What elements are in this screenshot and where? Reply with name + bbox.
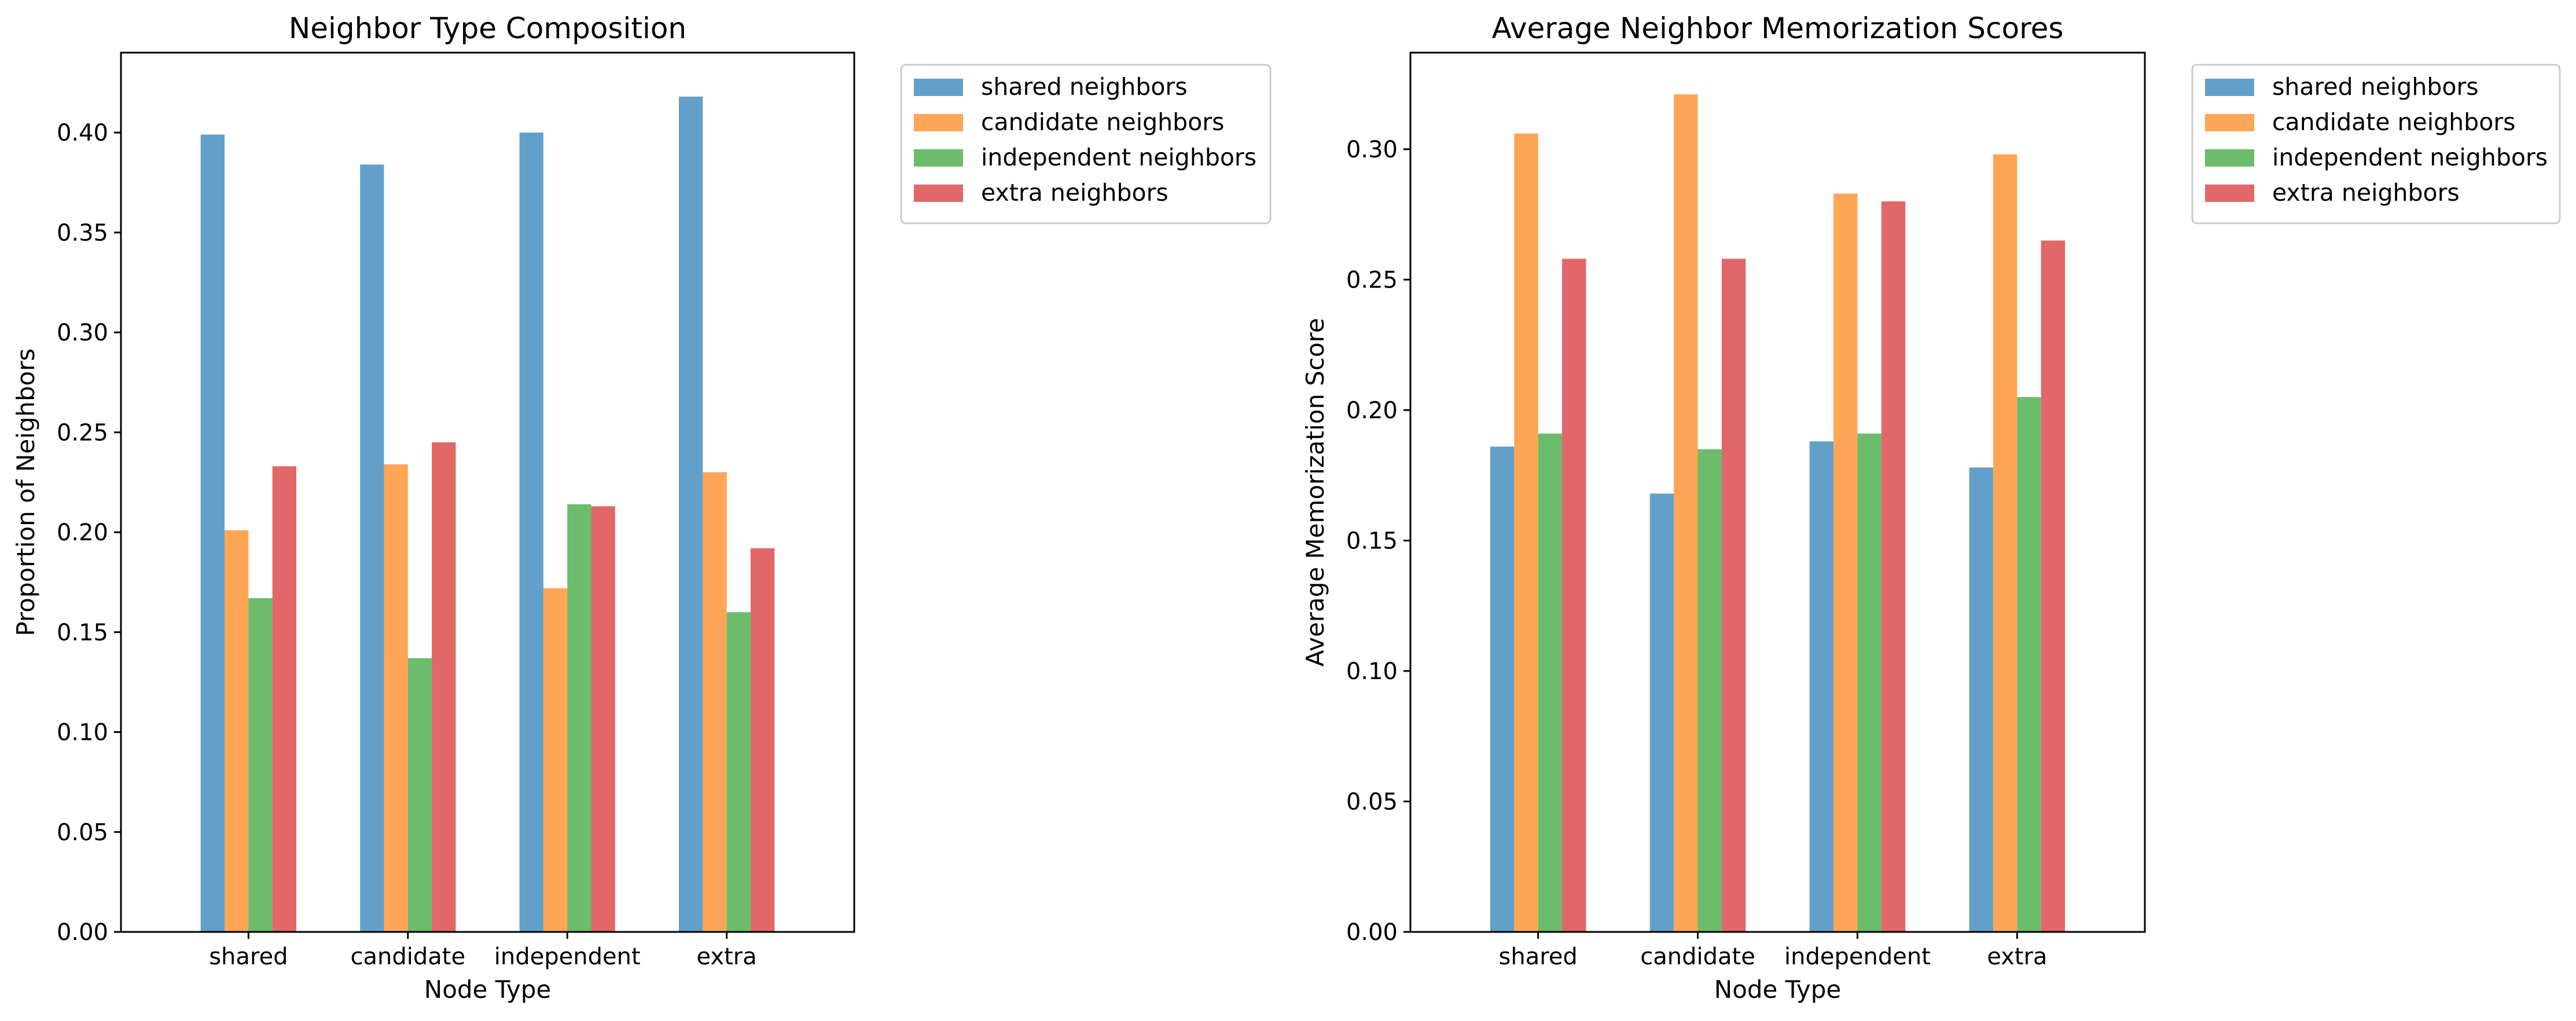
bar-independent-neighbors-extra (2017, 397, 2041, 932)
legend: shared neighbors candidate neighbors indep… (900, 64, 1272, 224)
bar-independent-neighbors-candidate (407, 658, 432, 932)
y-axis-label: Proportion of Neighbors (12, 348, 40, 636)
x-axis-label: Node Type (424, 975, 551, 1004)
y-tick-label: 0.15 (1346, 528, 1398, 554)
x-tick-label: candidate (351, 943, 466, 970)
y-tick-label: 0.30 (1346, 137, 1398, 163)
chart-panel-1: 0.00 0.05 0.10 0.15 0.20 0.25 0.30 0.35 0.40 shar… (12, 12, 1272, 1004)
bar-independent-neighbors-candidate (1697, 449, 1722, 932)
y-tick-label: 0.20 (1346, 397, 1398, 424)
bar-extra-neighbors-independent (591, 506, 615, 932)
y-axis-label: Average Memorization Score (1301, 318, 1329, 667)
legend-swatch (914, 114, 963, 131)
x-tick-label: shared (1499, 943, 1578, 970)
bar-shared-neighbors-shared (200, 134, 225, 932)
legend-label: independent neighbors (2272, 143, 2548, 171)
legend-swatch (914, 185, 963, 202)
chart-title: Neighbor Type Composition (289, 12, 686, 45)
y-tick-label: 0.25 (1346, 267, 1398, 293)
bar-extra-neighbors-shared (1562, 259, 1586, 932)
y-tick-label: 0.25 (57, 419, 108, 446)
bar-shared-neighbors-candidate (360, 164, 384, 932)
bar-extra-neighbors-shared (272, 466, 296, 932)
x-tick-label: extra (1987, 943, 2047, 970)
legend-swatch (914, 149, 963, 167)
legend: shared neighbors candidate neighbors indep… (2191, 64, 2561, 224)
bar-candidate-neighbors-independent (1833, 193, 1858, 932)
bar-candidate-neighbors-shared (225, 530, 249, 932)
bar-candidate-neighbors-shared (1514, 133, 1538, 932)
legend-label: candidate neighbors (981, 108, 1225, 136)
legend-label: candidate neighbors (2272, 108, 2516, 136)
bar-shared-neighbors-independent (1809, 441, 1834, 932)
bar-shared-neighbors-independent (519, 132, 543, 932)
y-tick-label: 0.10 (1346, 658, 1398, 685)
legend-swatch (2205, 185, 2254, 202)
bar-independent-neighbors-shared (1538, 433, 1563, 932)
bar-independent-neighbors-extra (726, 612, 751, 932)
x-tick-label: independent (494, 943, 641, 970)
bar-independent-neighbors-independent (1857, 433, 1882, 932)
legend-label: shared neighbors (2272, 73, 2479, 101)
y-tick-label: 0.05 (1346, 788, 1398, 815)
bar-candidate-neighbors-candidate (1674, 94, 1698, 932)
y-tick-label: 0.00 (1346, 919, 1398, 946)
plot-frame (1409, 51, 2146, 933)
legend-swatch (2205, 149, 2254, 167)
legend-frame (900, 64, 1272, 224)
bar-shared-neighbors-candidate (1649, 493, 1674, 932)
bar-extra-neighbors-candidate (1721, 259, 1746, 932)
legend-label: independent neighbors (981, 143, 1256, 171)
bar-extra-neighbors-candidate (432, 442, 456, 932)
y-tick-label: 0.30 (57, 320, 108, 347)
legend-swatch (2205, 79, 2254, 96)
x-tick-label: independent (1784, 943, 1931, 970)
x-tick-label: shared (209, 943, 288, 970)
y-tick-label: 0.05 (57, 819, 108, 846)
plot-frame (120, 51, 855, 933)
bar-candidate-neighbors-candidate (384, 464, 408, 932)
x-tick-label: extra (697, 943, 757, 970)
y-tick-label: 0.10 (57, 720, 108, 746)
legend-frame (2191, 64, 2561, 224)
bar-extra-neighbors-extra (750, 548, 775, 932)
chart-panel-2: 0.00 0.05 0.10 0.15 0.20 0.25 0.30 shared candid… (1301, 12, 2561, 1004)
bar-extra-neighbors-extra (2041, 240, 2066, 932)
bar-candidate-neighbors-independent (543, 588, 568, 932)
legend-swatch (914, 79, 963, 96)
x-tick-label: candidate (1640, 943, 1755, 970)
bar-candidate-neighbors-extra (703, 472, 727, 932)
legend-label: extra neighbors (981, 179, 1168, 207)
legend-label: extra neighbors (2272, 179, 2460, 207)
y-tick-label: 0.40 (57, 120, 108, 146)
chart-title: Average Neighbor Memorization Scores (1492, 12, 2064, 45)
bar-shared-neighbors-extra (679, 97, 703, 932)
legend-label: shared neighbors (981, 73, 1188, 101)
y-tick-label: 0.00 (57, 919, 108, 946)
legend-swatch (2205, 114, 2254, 131)
y-tick-label: 0.15 (57, 620, 108, 646)
y-tick-label: 0.20 (57, 519, 108, 546)
bar-independent-neighbors-shared (248, 598, 273, 932)
y-tick-label: 0.35 (57, 220, 108, 246)
bar-candidate-neighbors-extra (1993, 154, 2018, 932)
bar-shared-neighbors-extra (1969, 467, 1993, 932)
bar-extra-neighbors-independent (1881, 201, 1906, 932)
bar-independent-neighbors-independent (567, 504, 591, 932)
bar-shared-neighbors-shared (1490, 447, 1515, 932)
x-axis-label: Node Type (1714, 975, 1841, 1004)
